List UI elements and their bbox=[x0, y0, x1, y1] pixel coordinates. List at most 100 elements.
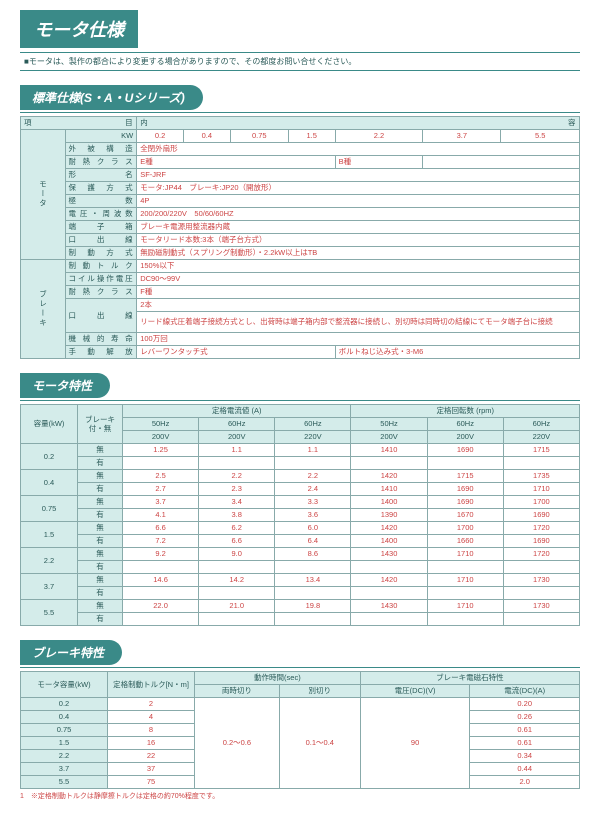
kw-val: 5.5 bbox=[501, 130, 580, 143]
torque-cell: 75 bbox=[108, 776, 195, 789]
h50: 50Hz bbox=[351, 418, 427, 431]
h-rpm: 定格回転数 (rpm) bbox=[351, 405, 580, 418]
spec-table: 項 目 内 容 モータ KW 0.2 0.4 0.75 1.5 2.2 3.7 … bbox=[20, 116, 580, 359]
val-cell: 9.0 bbox=[199, 548, 275, 561]
h-cap: 容量(kW) bbox=[21, 405, 78, 444]
spec-row-val: 150%以下 bbox=[137, 260, 580, 273]
kw-val: 2.2 bbox=[335, 130, 423, 143]
val-cell: 1.25 bbox=[123, 444, 199, 457]
val-cell: 3.7 bbox=[123, 496, 199, 509]
spec-row-val: リード線式圧着端子接続方式とし、出荷時は端子箱内部で整流器に接続し、別切時は同時… bbox=[137, 312, 580, 333]
torque-cell: 22 bbox=[108, 750, 195, 763]
val-cell: 1420 bbox=[351, 522, 427, 535]
val-cell bbox=[427, 457, 503, 470]
val-cell: 1730 bbox=[503, 574, 579, 587]
spec-row-val: F種 bbox=[137, 286, 580, 299]
spec-row-label: 口 出 線 bbox=[65, 234, 137, 247]
brake-none: 無 bbox=[78, 522, 123, 535]
val-cell: 1700 bbox=[503, 496, 579, 509]
val-cell: 6.6 bbox=[199, 535, 275, 548]
torque-cell: 37 bbox=[108, 763, 195, 776]
h50: 50Hz bbox=[123, 418, 199, 431]
val-cell: 1720 bbox=[503, 522, 579, 535]
brake-with: 有 bbox=[78, 561, 123, 574]
val-cell bbox=[427, 561, 503, 574]
amp-cell: 0.34 bbox=[470, 750, 580, 763]
cap-cell: 0.2 bbox=[21, 444, 78, 470]
val-cell: 2.5 bbox=[123, 470, 199, 483]
val-cell: 1710 bbox=[427, 548, 503, 561]
cap3-cell: 2.2 bbox=[21, 750, 108, 763]
cap3-cell: 0.75 bbox=[21, 724, 108, 737]
torque-cell: 4 bbox=[108, 711, 195, 724]
val-cell: 1.1 bbox=[275, 444, 351, 457]
val-cell: 1.1 bbox=[199, 444, 275, 457]
kw-val: 1.5 bbox=[288, 130, 335, 143]
val-cell bbox=[199, 613, 275, 626]
spec-row-val: ボルトねじ込み式・3-M6 bbox=[335, 346, 579, 359]
h-mag: ブレーキ電磁石特性 bbox=[360, 672, 579, 685]
cap-cell: 0.4 bbox=[21, 470, 78, 496]
val-cell bbox=[503, 587, 579, 600]
h200: 200V bbox=[351, 431, 427, 444]
cap-cell: 3.7 bbox=[21, 574, 78, 600]
kw-val: 0.2 bbox=[137, 130, 184, 143]
cap3-cell: 3.7 bbox=[21, 763, 108, 776]
val-cell: 1715 bbox=[427, 470, 503, 483]
amp-cell: 0.26 bbox=[470, 711, 580, 724]
val-cell: 1710 bbox=[427, 600, 503, 613]
brake-none: 無 bbox=[78, 574, 123, 587]
val-cell: 4.1 bbox=[123, 509, 199, 522]
brake-none: 無 bbox=[78, 444, 123, 457]
val-cell: 3.4 bbox=[199, 496, 275, 509]
val-cell: 3.6 bbox=[275, 509, 351, 522]
h200: 200V bbox=[427, 431, 503, 444]
brake-with: 有 bbox=[78, 483, 123, 496]
val-cell: 1690 bbox=[427, 496, 503, 509]
val-cell: 2.2 bbox=[275, 470, 351, 483]
val-cell bbox=[123, 587, 199, 600]
val-cell: 13.4 bbox=[275, 574, 351, 587]
spec-row-val: 100万回 bbox=[137, 333, 580, 346]
val-cell: 1730 bbox=[503, 600, 579, 613]
val-cell bbox=[199, 587, 275, 600]
cap3-cell: 0.4 bbox=[21, 711, 108, 724]
val-cell: 1660 bbox=[427, 535, 503, 548]
kw-val: 3.7 bbox=[423, 130, 501, 143]
val-cell: 14.2 bbox=[199, 574, 275, 587]
footnote: 1 ※定格制動トルクは静摩擦トルクは定格の約70%程度です。 bbox=[20, 791, 580, 801]
h200: 200V bbox=[199, 431, 275, 444]
section1-rule bbox=[20, 112, 580, 113]
val-cell: 1410 bbox=[351, 483, 427, 496]
val-cell: 1690 bbox=[427, 444, 503, 457]
val-cell: 1690 bbox=[503, 509, 579, 522]
spec-row-label: 耐 熱 ク ラ ス bbox=[65, 156, 137, 169]
motor-char-table: 容量(kW) ブレーキ付・無 定格電流値 (A) 定格回転数 (rpm) 50H… bbox=[20, 404, 580, 626]
section3-heading: ブレーキ特性 bbox=[20, 640, 122, 665]
spec-row-val: 200/200/220V 50/60/60HZ bbox=[137, 208, 580, 221]
spec-row-label: 機 械 的 寿 命 bbox=[65, 333, 137, 346]
val-cell: 1700 bbox=[427, 522, 503, 535]
col-content: 内 容 bbox=[137, 117, 580, 130]
val-cell: 1710 bbox=[503, 483, 579, 496]
spec-row-val: モータ:JP44 ブレーキ:JP20（開放形） bbox=[137, 182, 580, 195]
h60: 60Hz bbox=[427, 418, 503, 431]
val-cell: 22.0 bbox=[123, 600, 199, 613]
h60: 60Hz bbox=[503, 418, 579, 431]
val-cell: 1400 bbox=[351, 496, 427, 509]
cap3-cell: 0.2 bbox=[21, 698, 108, 711]
spec-row-label: 制 動 方 式 bbox=[65, 247, 137, 260]
spec-row-label: 極 数 bbox=[65, 195, 137, 208]
val-cell bbox=[351, 613, 427, 626]
amp-cell: 0.61 bbox=[470, 724, 580, 737]
val-cell bbox=[123, 613, 199, 626]
spec-row-val: B種 bbox=[335, 156, 423, 169]
h-brake: ブレーキ付・無 bbox=[78, 405, 123, 444]
val-cell bbox=[123, 561, 199, 574]
val-cell: 8.6 bbox=[275, 548, 351, 561]
val-cell bbox=[275, 613, 351, 626]
val-cell: 9.2 bbox=[123, 548, 199, 561]
h-v: 電圧(DC)(V) bbox=[360, 685, 470, 698]
val-cell bbox=[351, 561, 427, 574]
spec-row-label: 形 名 bbox=[65, 169, 137, 182]
